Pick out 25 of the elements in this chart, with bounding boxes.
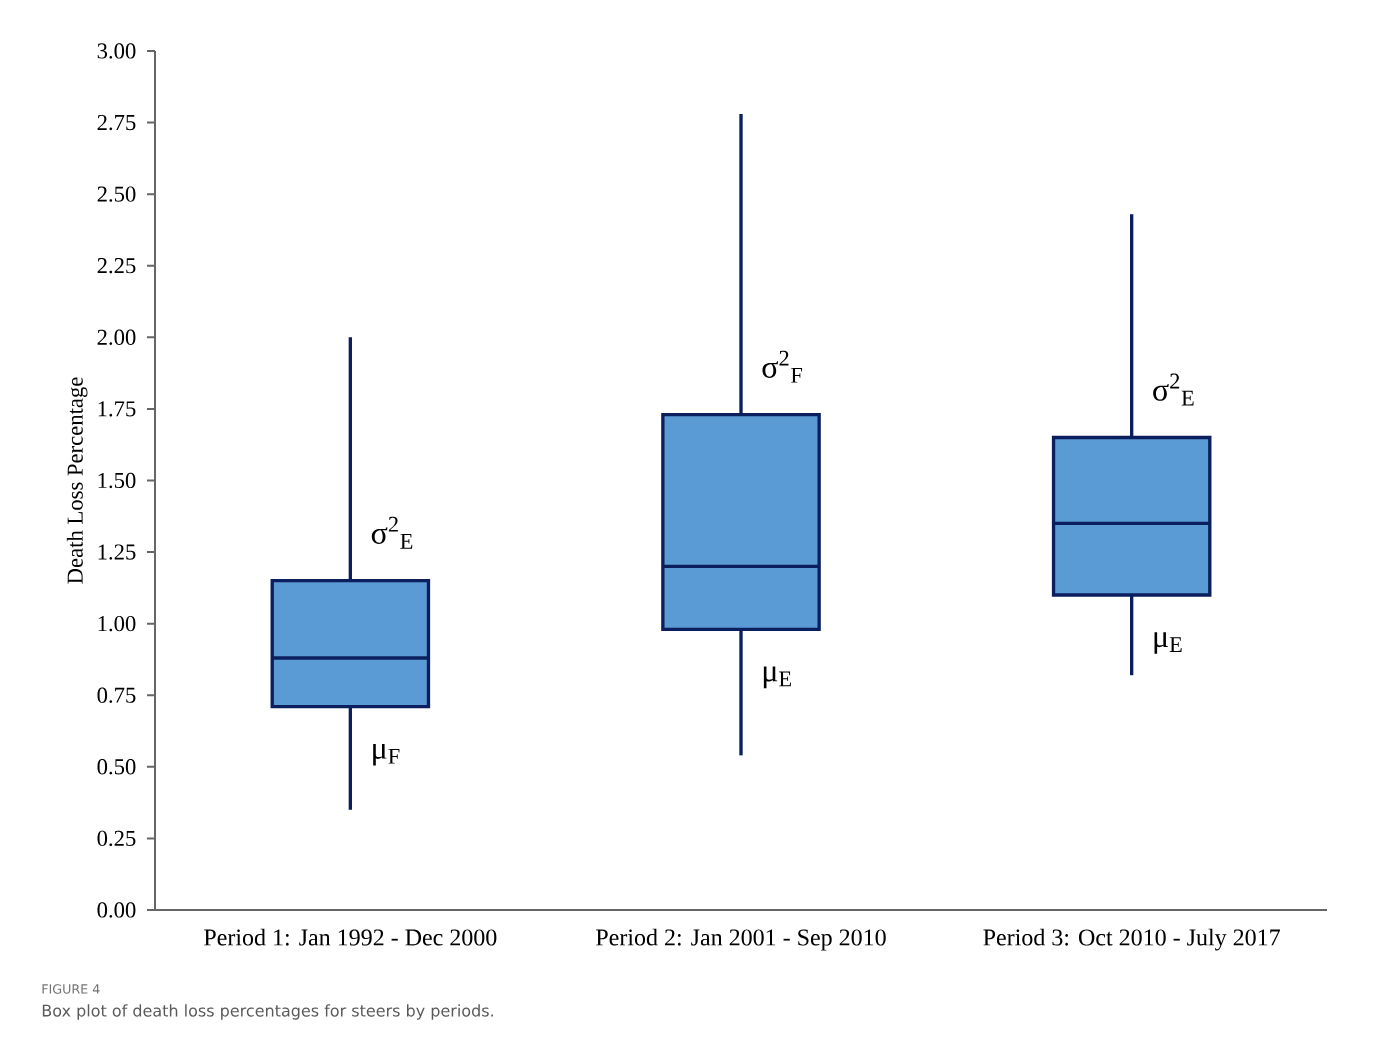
y-tick-label: 2.50 bbox=[97, 186, 136, 202]
y-tick-label: 2.75 bbox=[97, 114, 136, 131]
y-tick-label: 0.25 bbox=[97, 830, 136, 847]
x-tick-label: Period 1: Jan 1992 - Dec 2000 bbox=[204, 928, 497, 946]
annotation: σ$^{2}$E bbox=[1153, 373, 1194, 406]
y-tick-label: 1.00 bbox=[98, 615, 136, 632]
y-tick-label: 2.25 bbox=[97, 258, 136, 274]
y-tick-label: 1.50 bbox=[98, 472, 136, 489]
annotation: μ$_{E}$ bbox=[1154, 632, 1182, 654]
y-tick-label: 1.25 bbox=[98, 544, 136, 560]
x-tick-label: Period 2: Jan 2001 - Sep 2010 bbox=[596, 928, 886, 951]
y-tick-label: 0.50 bbox=[97, 759, 136, 775]
y-axis-title: Death Loss Percentage bbox=[66, 377, 88, 584]
y-tick-label: 0.75 bbox=[97, 687, 136, 703]
annotation: μ$_{F}$ bbox=[373, 743, 400, 766]
y-tick-label: 3.00 bbox=[97, 43, 136, 59]
annotation: μ$_{E}$ bbox=[763, 666, 791, 689]
y-tick-label: 0.00 bbox=[97, 902, 136, 918]
annotation: σ$^{2}$E bbox=[371, 516, 413, 549]
x-tick-label: Period 3: Oct 2010 - July 2017 bbox=[983, 928, 1280, 951]
caption: FIGURE 4 bbox=[42, 984, 100, 994]
annotation: σ$^{2}$F bbox=[762, 350, 803, 383]
y-tick-label: 1.75 bbox=[98, 401, 136, 417]
y-tick-label: 2.00 bbox=[97, 329, 136, 346]
text: Box plot of death loss percentages for steers by periods. bbox=[42, 1004, 493, 1020]
